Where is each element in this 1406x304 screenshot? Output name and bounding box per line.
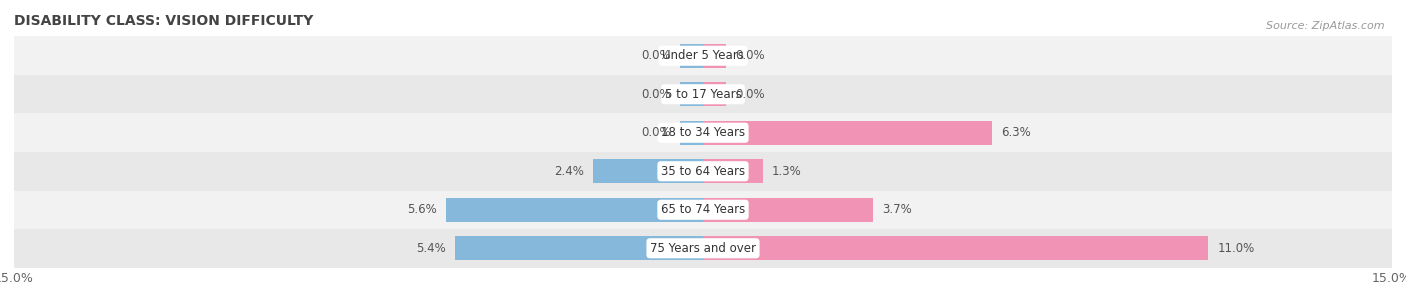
Text: 5.6%: 5.6% <box>406 203 437 216</box>
Text: 0.0%: 0.0% <box>641 88 671 101</box>
Bar <box>14 229 1392 268</box>
Text: 1.3%: 1.3% <box>772 165 801 178</box>
Bar <box>14 113 1392 152</box>
Text: 0.0%: 0.0% <box>641 49 671 62</box>
Bar <box>703 198 873 222</box>
Bar <box>14 152 1392 191</box>
Bar <box>681 44 703 68</box>
Legend: Male, Female: Male, Female <box>641 303 765 304</box>
Text: DISABILITY CLASS: VISION DIFFICULTY: DISABILITY CLASS: VISION DIFFICULTY <box>14 14 314 28</box>
Bar <box>703 159 762 183</box>
Bar <box>681 121 703 145</box>
Bar <box>456 236 703 260</box>
Bar <box>703 44 725 68</box>
Bar <box>14 191 1392 229</box>
Text: Source: ZipAtlas.com: Source: ZipAtlas.com <box>1267 21 1385 31</box>
Bar <box>703 121 993 145</box>
Text: 6.3%: 6.3% <box>1001 126 1031 139</box>
Text: Under 5 Years: Under 5 Years <box>662 49 744 62</box>
Text: 65 to 74 Years: 65 to 74 Years <box>661 203 745 216</box>
Text: 11.0%: 11.0% <box>1218 242 1254 255</box>
Text: 75 Years and over: 75 Years and over <box>650 242 756 255</box>
Text: 35 to 64 Years: 35 to 64 Years <box>661 165 745 178</box>
Bar <box>446 198 703 222</box>
Text: 2.4%: 2.4% <box>554 165 583 178</box>
Bar <box>703 82 725 106</box>
Bar <box>593 159 703 183</box>
Text: 0.0%: 0.0% <box>735 49 765 62</box>
Bar <box>681 82 703 106</box>
Text: 0.0%: 0.0% <box>641 126 671 139</box>
Text: 3.7%: 3.7% <box>882 203 912 216</box>
Text: 0.0%: 0.0% <box>735 88 765 101</box>
Text: 5.4%: 5.4% <box>416 242 446 255</box>
Bar <box>14 75 1392 113</box>
Bar <box>703 236 1208 260</box>
Text: 5 to 17 Years: 5 to 17 Years <box>665 88 741 101</box>
Text: 18 to 34 Years: 18 to 34 Years <box>661 126 745 139</box>
Bar <box>14 36 1392 75</box>
